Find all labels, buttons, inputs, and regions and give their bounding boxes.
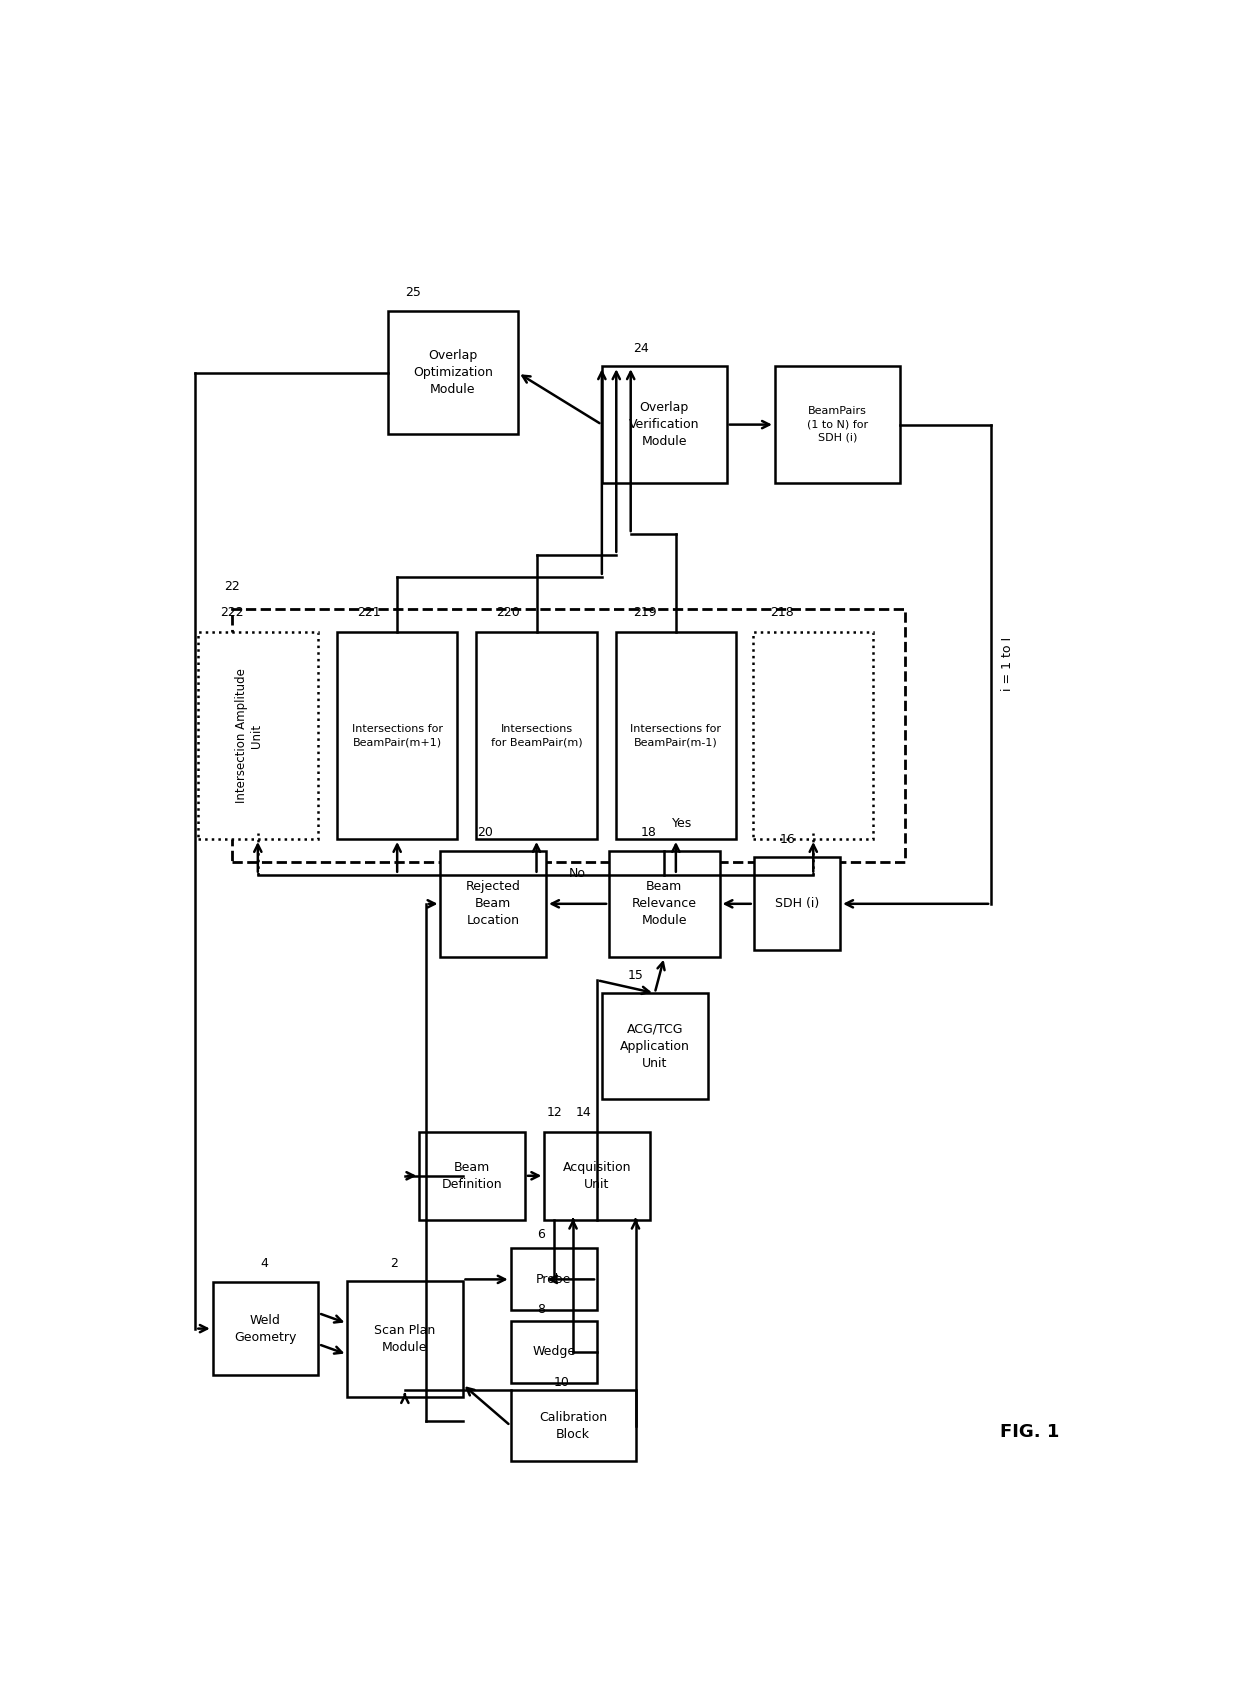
- FancyBboxPatch shape: [616, 632, 735, 839]
- FancyBboxPatch shape: [601, 367, 727, 483]
- Text: Beam
Relevance
Module: Beam Relevance Module: [632, 880, 697, 927]
- Text: i = 1 to I: i = 1 to I: [1001, 637, 1013, 691]
- Text: Overlap
Verification
Module: Overlap Verification Module: [629, 400, 699, 447]
- Text: 6: 6: [537, 1228, 546, 1241]
- Text: 12: 12: [547, 1105, 563, 1119]
- Text: 22: 22: [224, 580, 241, 594]
- Text: ACG/TCG
Application
Unit: ACG/TCG Application Unit: [620, 1023, 689, 1070]
- Text: Beam
Definition: Beam Definition: [441, 1161, 502, 1191]
- Text: Intersections for
BeamPair(m-1): Intersections for BeamPair(m-1): [630, 723, 722, 747]
- Text: 2: 2: [391, 1258, 398, 1270]
- Text: SDH (i): SDH (i): [775, 897, 820, 910]
- Text: 222: 222: [221, 606, 244, 619]
- Text: 8: 8: [537, 1302, 546, 1315]
- Text: 220: 220: [496, 606, 520, 619]
- Text: 218: 218: [770, 606, 794, 619]
- Text: Probe: Probe: [536, 1273, 572, 1287]
- Text: Yes: Yes: [672, 817, 692, 831]
- Text: Acquisition
Unit: Acquisition Unit: [563, 1161, 631, 1191]
- Text: Intersections
for BeamPair(m): Intersections for BeamPair(m): [491, 723, 583, 747]
- Text: Scan Plan
Module: Scan Plan Module: [374, 1324, 435, 1354]
- Text: Intersection Amplitude
Unit: Intersection Amplitude Unit: [236, 668, 263, 802]
- FancyBboxPatch shape: [609, 851, 719, 957]
- FancyBboxPatch shape: [197, 632, 317, 839]
- FancyBboxPatch shape: [511, 1320, 596, 1383]
- Text: 15: 15: [627, 969, 644, 982]
- Text: No: No: [569, 868, 587, 880]
- Text: Rejected
Beam
Location: Rejected Beam Location: [466, 880, 521, 927]
- Text: 221: 221: [357, 606, 381, 619]
- FancyBboxPatch shape: [601, 992, 708, 1100]
- Text: BeamPairs
(1 to N) for
SDH (i): BeamPairs (1 to N) for SDH (i): [807, 407, 868, 442]
- FancyBboxPatch shape: [440, 851, 546, 957]
- FancyBboxPatch shape: [388, 311, 518, 434]
- FancyBboxPatch shape: [753, 632, 873, 839]
- FancyBboxPatch shape: [775, 367, 900, 483]
- FancyBboxPatch shape: [213, 1282, 319, 1376]
- FancyBboxPatch shape: [347, 1280, 463, 1398]
- Text: 20: 20: [477, 826, 492, 839]
- FancyBboxPatch shape: [754, 858, 841, 950]
- FancyBboxPatch shape: [511, 1248, 596, 1310]
- Text: 14: 14: [575, 1105, 591, 1119]
- Text: 219: 219: [634, 606, 657, 619]
- FancyBboxPatch shape: [419, 1132, 525, 1219]
- Text: Calibration
Block: Calibration Block: [539, 1411, 608, 1441]
- Text: FIG. 1: FIG. 1: [999, 1423, 1059, 1441]
- Text: Overlap
Optimization
Module: Overlap Optimization Module: [413, 350, 492, 397]
- Text: Weld
Geometry: Weld Geometry: [234, 1314, 296, 1344]
- Text: Wedge: Wedge: [532, 1346, 575, 1359]
- Text: 4: 4: [260, 1258, 269, 1270]
- Text: Intersections for
BeamPair(m+1): Intersections for BeamPair(m+1): [352, 723, 443, 747]
- FancyBboxPatch shape: [544, 1132, 650, 1219]
- Text: 10: 10: [554, 1376, 569, 1389]
- Text: 24: 24: [634, 341, 650, 355]
- Text: 18: 18: [640, 826, 656, 839]
- FancyBboxPatch shape: [232, 609, 905, 861]
- Text: 25: 25: [404, 286, 420, 299]
- Text: 16: 16: [780, 833, 795, 846]
- FancyBboxPatch shape: [337, 632, 458, 839]
- FancyBboxPatch shape: [476, 632, 596, 839]
- FancyBboxPatch shape: [511, 1389, 635, 1462]
